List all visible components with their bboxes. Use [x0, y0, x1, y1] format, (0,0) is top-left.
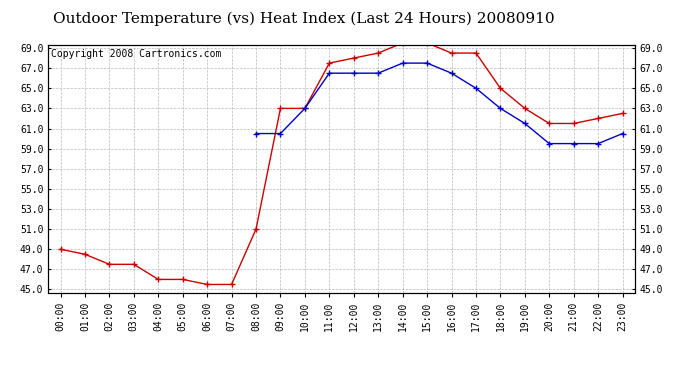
Text: Outdoor Temperature (vs) Heat Index (Last 24 Hours) 20080910: Outdoor Temperature (vs) Heat Index (Las…	[53, 11, 554, 26]
Text: Copyright 2008 Cartronics.com: Copyright 2008 Cartronics.com	[51, 49, 221, 59]
